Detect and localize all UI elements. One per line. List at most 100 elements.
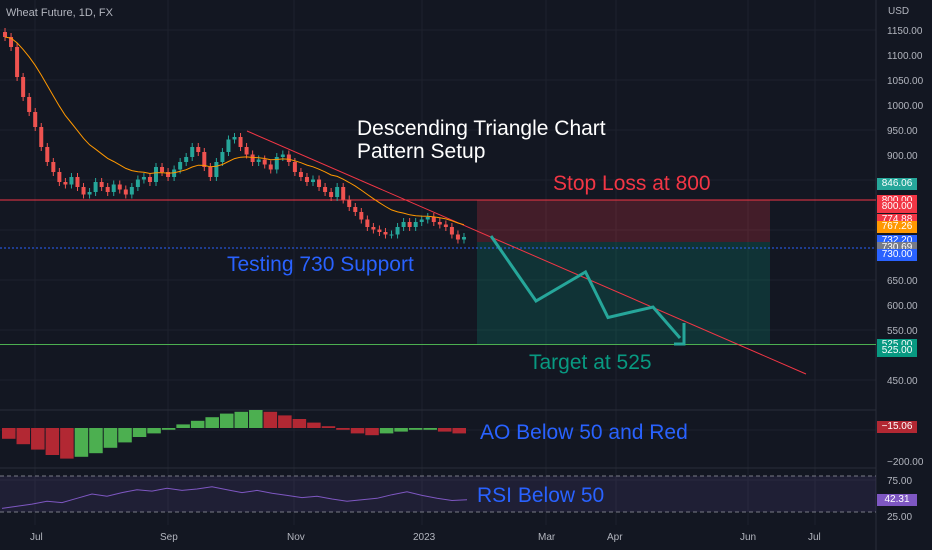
ao-bar bbox=[219, 413, 234, 428]
candle-body bbox=[292, 162, 297, 172]
price-badge: 525.00 bbox=[877, 345, 917, 357]
forecast-arrowhead bbox=[674, 323, 686, 346]
ao-bar bbox=[2, 428, 16, 439]
ao-bar bbox=[176, 424, 190, 428]
ao-bar bbox=[408, 428, 423, 430]
candle-body bbox=[419, 219, 424, 222]
candle-body bbox=[268, 164, 273, 170]
ao-bar bbox=[190, 420, 205, 428]
ao-bar bbox=[263, 411, 278, 428]
target-annotation: Target at 525 bbox=[529, 351, 652, 374]
y-axis-tick: 1050.00 bbox=[887, 76, 924, 87]
y-axis-tick: 1150.00 bbox=[887, 26, 923, 37]
x-axis-tick: Sep bbox=[160, 532, 178, 543]
y-axis-tick: 550.00 bbox=[887, 326, 918, 337]
ao-bar bbox=[423, 428, 437, 430]
candle-body bbox=[256, 159, 261, 162]
candle-body bbox=[87, 192, 92, 195]
candle-body bbox=[431, 217, 436, 222]
candle-body bbox=[244, 147, 249, 155]
price-badge: 800.00 bbox=[877, 201, 917, 213]
candle-body bbox=[27, 97, 32, 112]
stop-loss-annotation: Stop Loss at 800 bbox=[553, 172, 711, 195]
candle-body bbox=[371, 227, 376, 230]
candle-body bbox=[202, 152, 207, 167]
ao-bar bbox=[89, 428, 103, 454]
candle-body bbox=[280, 154, 285, 157]
ao-bar bbox=[321, 426, 336, 428]
candle-body bbox=[353, 207, 358, 212]
x-axis-tick: 2023 bbox=[413, 532, 436, 543]
ao-bar bbox=[74, 428, 89, 457]
candle-body bbox=[389, 234, 394, 236]
x-axis-tick: Nov bbox=[287, 532, 305, 543]
candle-body bbox=[395, 227, 400, 235]
candle-body bbox=[461, 237, 466, 240]
candle-body bbox=[75, 177, 80, 187]
candle-body bbox=[15, 47, 20, 77]
candle-body bbox=[455, 234, 460, 240]
ao-bar bbox=[234, 411, 249, 428]
currency-label: USD bbox=[888, 6, 910, 17]
forecast-zigzag bbox=[489, 235, 682, 339]
candle-body bbox=[347, 199, 352, 207]
candle-body bbox=[33, 112, 38, 127]
y-axis-tick: 900.00 bbox=[887, 151, 918, 162]
rsi-line bbox=[1, 486, 468, 509]
candle-body bbox=[123, 189, 128, 195]
candle-body bbox=[286, 154, 291, 162]
ao-bar bbox=[205, 417, 219, 428]
candle-body bbox=[21, 77, 26, 97]
candle-body bbox=[81, 187, 86, 195]
candle-body bbox=[99, 182, 104, 187]
candle-body bbox=[413, 222, 418, 227]
candle-body bbox=[160, 167, 165, 172]
candle-body bbox=[335, 187, 340, 197]
candle-body bbox=[250, 154, 255, 162]
candle-body bbox=[166, 172, 171, 177]
candle-body bbox=[153, 167, 158, 182]
candle-body bbox=[262, 159, 267, 165]
candle-body bbox=[196, 147, 201, 152]
chart-title-annotation: Descending Triangle Chart Pattern Setup bbox=[357, 117, 606, 163]
x-axis-tick: Jul bbox=[808, 532, 821, 543]
ema-line bbox=[4, 36, 465, 226]
candle-body bbox=[178, 162, 183, 170]
ao-value-badge: −15.06 bbox=[877, 421, 917, 433]
ao-bar bbox=[350, 428, 365, 434]
candle-body bbox=[3, 32, 8, 37]
candle-body bbox=[329, 192, 334, 197]
ao-bar bbox=[379, 428, 394, 434]
candle-body bbox=[172, 169, 177, 177]
candle-body bbox=[190, 147, 195, 157]
ao-bar bbox=[45, 428, 60, 455]
candle-body bbox=[317, 179, 322, 187]
rsi-annotation: RSI Below 50 bbox=[477, 484, 605, 507]
candle-body bbox=[117, 184, 122, 190]
ao-bar bbox=[132, 428, 147, 437]
symbol-label[interactable]: Wheat Future, 1D, FX bbox=[6, 7, 113, 19]
ao-bar bbox=[437, 428, 452, 432]
candle-body bbox=[208, 167, 213, 177]
candle-body bbox=[407, 222, 412, 227]
candle-body bbox=[63, 182, 68, 185]
ao-bar bbox=[147, 428, 161, 434]
rsi-value-badge: 42.31 bbox=[877, 494, 917, 506]
candle-body bbox=[111, 184, 116, 192]
rsi-axis-tick-lower: 25.00 bbox=[887, 512, 913, 523]
ao-axis-tick: −200.00 bbox=[887, 457, 924, 468]
candle-body bbox=[449, 227, 454, 235]
candle-body bbox=[341, 187, 346, 200]
candle-body bbox=[69, 177, 74, 185]
candle-body bbox=[238, 137, 243, 147]
price-badge: 767.26 bbox=[877, 220, 917, 233]
y-axis-tick: 950.00 bbox=[887, 126, 918, 137]
ao-bar bbox=[292, 419, 307, 428]
candle-body bbox=[443, 224, 448, 227]
ao-bar bbox=[394, 428, 408, 432]
ao-bar bbox=[452, 428, 466, 434]
candle-body bbox=[323, 187, 328, 192]
candle-body bbox=[401, 222, 406, 227]
